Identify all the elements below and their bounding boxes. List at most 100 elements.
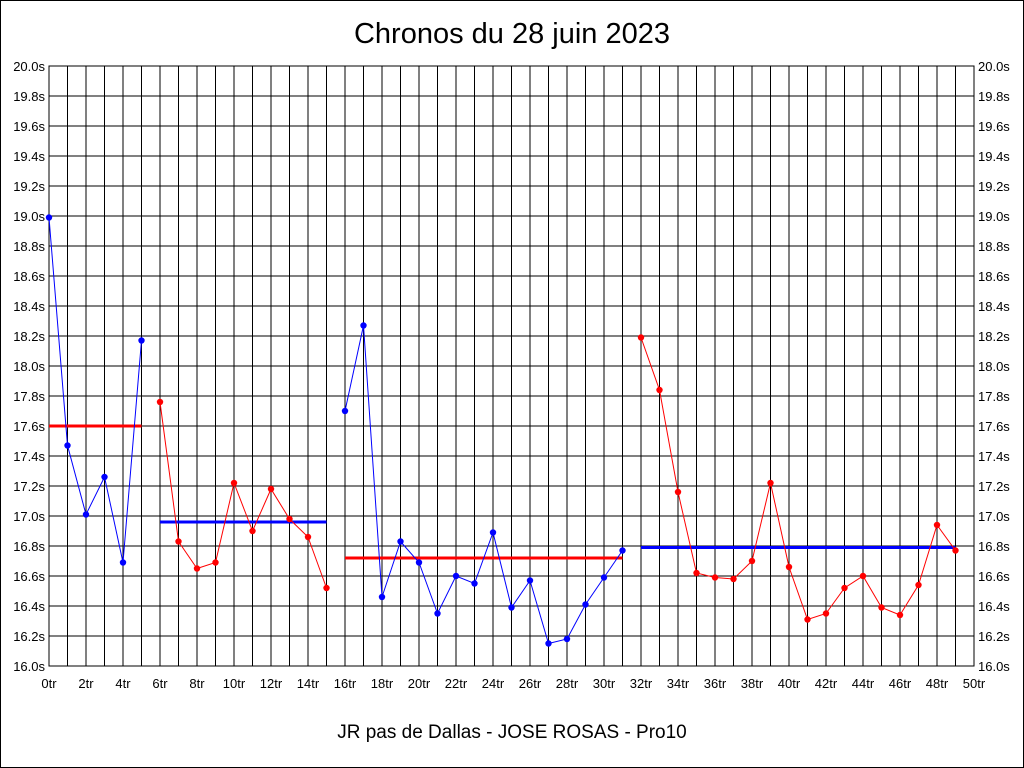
data-point [563, 635, 571, 643]
data-point [859, 572, 867, 580]
data-point [341, 407, 349, 415]
data-point [397, 538, 404, 545]
y-tick-label-right: 17.4s [978, 449, 1010, 464]
y-tick-label-left: 17.8s [13, 389, 45, 404]
data-point [249, 527, 256, 535]
data-point [267, 485, 275, 493]
data-point [323, 584, 330, 592]
y-tick-label-left: 16.2s [13, 629, 45, 644]
y-tick-label-right: 20.0s [978, 59, 1010, 74]
x-tick-label: 48tr [926, 676, 949, 691]
y-tick-label-right: 16.0s [978, 659, 1010, 674]
y-tick-label-left: 17.2s [13, 479, 45, 494]
x-tick-label: 50tr [963, 676, 986, 691]
y-tick-label-right: 18.4s [978, 299, 1010, 314]
y-tick-label-left: 19.0s [13, 209, 45, 224]
series-line [159, 401, 327, 589]
y-tick-label-right: 17.6s [978, 419, 1010, 434]
y-tick-label-left: 17.6s [13, 419, 45, 434]
y-tick-label-left: 16.0s [13, 659, 45, 674]
x-tick-label: 36tr [704, 676, 727, 691]
data-point [526, 577, 534, 584]
y-tick-label-right: 17.8s [978, 389, 1010, 404]
data-point [452, 572, 460, 580]
y-tick-label-right: 17.0s [978, 509, 1010, 524]
data-point [600, 574, 608, 581]
data-point [674, 488, 682, 496]
y-tick-label-left: 19.2s [13, 179, 45, 194]
y-tick-label-left: 17.4s [13, 449, 45, 464]
x-tick-label: 14tr [297, 676, 320, 691]
y-tick-label-left: 19.8s [13, 89, 45, 104]
y-tick-label-right: 16.2s [978, 629, 1010, 644]
x-tick-label: 20tr [408, 676, 431, 691]
data-point [730, 575, 737, 583]
average-lines [49, 424, 956, 560]
x-tick-label: 4tr [115, 676, 131, 691]
data-point [45, 214, 53, 221]
grid-lines [48, 65, 975, 667]
x-tick-label: 32tr [630, 676, 653, 691]
x-tick-label: 8tr [189, 676, 205, 691]
data-point [138, 337, 145, 344]
data-point [304, 533, 312, 541]
x-tick-label: 16tr [334, 676, 357, 691]
data-point [915, 581, 922, 589]
data-point [415, 559, 423, 566]
data-point [637, 334, 645, 341]
x-tick-label: 2tr [78, 676, 94, 691]
data-point [212, 559, 219, 566]
data-point [952, 547, 959, 554]
data-point [64, 442, 71, 449]
y-tick-label-left: 20.0s [13, 59, 45, 74]
y-tick-label-right: 17.2s [978, 479, 1010, 494]
data-point [545, 640, 552, 647]
data-point [175, 538, 182, 545]
y-tick-label-left: 18.4s [13, 299, 45, 314]
y-tick-label-right: 19.6s [978, 119, 1010, 134]
x-tick-label: 6tr [152, 676, 168, 691]
x-tick-label: 44tr [852, 676, 875, 691]
data-point [508, 604, 515, 611]
y-tick-label-left: 18.2s [13, 329, 45, 344]
x-tick-label: 12tr [260, 676, 283, 691]
data-point [785, 563, 793, 571]
y-tick-label-left: 16.4s [13, 599, 45, 614]
data-point [656, 386, 663, 394]
y-tick-label-left: 16.6s [13, 569, 45, 584]
data-point [471, 580, 478, 587]
data-point [156, 398, 164, 406]
y-tick-label-left: 18.0s [13, 359, 45, 374]
x-tick-label: 42tr [815, 676, 838, 691]
x-tick-label: 30tr [593, 676, 616, 691]
x-tick-label: 24tr [482, 676, 505, 691]
y-tick-label-right: 19.2s [978, 179, 1010, 194]
data-point [286, 515, 293, 523]
data-point [582, 601, 589, 608]
chart-subtitle: JR pas de Dallas - JOSE ROSAS - Pro10 [337, 722, 687, 743]
x-tick-label: 34tr [667, 676, 690, 691]
data-point [230, 479, 238, 487]
data-point [619, 547, 626, 554]
data-point [804, 616, 811, 623]
x-tick-label: 22tr [445, 676, 468, 691]
x-tick-label: 18tr [371, 676, 394, 691]
y-tick-label-left: 19.4s [13, 149, 45, 164]
series-line [344, 325, 623, 645]
chart-title: Chronos du 28 juin 2023 [353, 18, 670, 50]
y-tick-label-left: 19.6s [13, 119, 45, 134]
data-point [378, 593, 386, 601]
data-point [748, 557, 756, 565]
data-point [822, 610, 830, 617]
data-point [434, 610, 441, 617]
data-point [360, 322, 367, 329]
x-tick-label: 28tr [556, 676, 579, 691]
y-tick-label-right: 18.0s [978, 359, 1010, 374]
y-tick-label-right: 18.8s [978, 239, 1010, 254]
y-tick-label-right: 19.0s [978, 209, 1010, 224]
y-tick-label-right: 18.2s [978, 329, 1010, 344]
y-tick-label-right: 16.6s [978, 569, 1010, 584]
series-line [640, 337, 956, 621]
data-point [489, 529, 497, 536]
